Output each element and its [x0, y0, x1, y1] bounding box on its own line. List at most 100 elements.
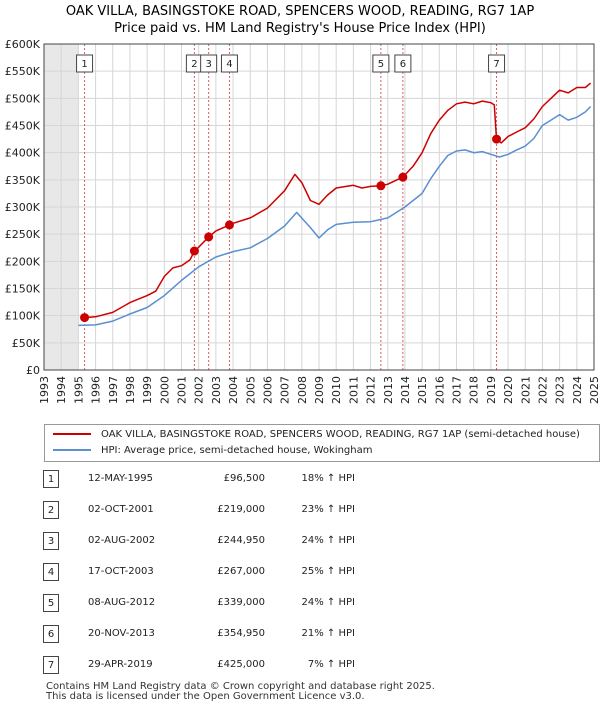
- x-tick-label: 2015: [416, 376, 429, 404]
- x-tick-label: 2024: [571, 376, 584, 404]
- legend-label-hpi: HPI: Average price, semi-detached house,…: [101, 445, 373, 456]
- footer: Contains HM Land Registry data © Crown c…: [46, 682, 435, 702]
- legend-item-property: OAK VILLA, BASINGSTOKE ROAD, SPENCERS WO…: [53, 429, 580, 445]
- sale-hpi: 24% ↑ HPI: [301, 535, 355, 546]
- footer-licence: This data is licensed under the Open Gov…: [46, 691, 365, 702]
- sale-hpi: 25% ↑ HPI: [301, 566, 355, 577]
- sale-price: £354,950: [217, 628, 265, 639]
- y-tick-label: £450K: [5, 120, 41, 133]
- x-tick-label: 2016: [433, 376, 446, 404]
- x-tick-label: 2023: [554, 376, 567, 404]
- x-tick-label: 2007: [279, 376, 292, 404]
- x-tick-label: 2020: [502, 376, 515, 404]
- x-tick-label: 2021: [519, 376, 532, 404]
- y-tick-label: £300K: [5, 201, 41, 214]
- sale-number: 3: [43, 532, 59, 550]
- sale-event-box: [200, 54, 218, 73]
- sale-event-box: [488, 54, 506, 73]
- legend-swatch-property: [53, 433, 91, 435]
- y-tick-label: £350K: [5, 174, 41, 187]
- sale-price: £219,000: [217, 504, 265, 515]
- x-tick-label: 1998: [124, 376, 137, 404]
- x-tick-label: 1999: [141, 376, 154, 404]
- y-tick-label: £600K: [5, 38, 41, 51]
- x-tick-label: 2018: [468, 376, 481, 404]
- sale-hpi: 24% ↑ HPI: [301, 597, 355, 608]
- x-tick-label: 1994: [55, 376, 68, 404]
- x-tick-label: 2004: [227, 376, 240, 404]
- x-tick-label: 2013: [382, 376, 395, 404]
- y-tick-label: £550K: [5, 65, 41, 78]
- x-tick-label: 2012: [365, 376, 378, 404]
- x-tick-label: 1993: [38, 376, 51, 404]
- chart-subtitle: Price paid vs. HM Land Registry's House …: [114, 21, 486, 36]
- sale-point: [80, 313, 90, 323]
- x-tick-label: 2003: [210, 376, 223, 404]
- y-tick-label: £500K: [5, 92, 41, 105]
- property-price-line: [84, 82, 592, 319]
- sale-point: [224, 220, 234, 230]
- y-tick-label: £250K: [5, 228, 41, 241]
- x-tick-label: 2009: [313, 376, 326, 404]
- x-tick-label: 2000: [158, 376, 171, 404]
- table-row: 5 08-AUG-2012 £339,000 24% ↑ HPI: [0, 592, 600, 616]
- price-chart: OAK VILLA, BASINGSTOKE ROAD, SPENCERS WO…: [5, 4, 600, 404]
- sale-point: [376, 181, 386, 191]
- legend-label-property: OAK VILLA, BASINGSTOKE ROAD, SPENCERS WO…: [101, 429, 580, 440]
- sale-date: 29-APR-2019: [88, 659, 153, 670]
- chart-title: OAK VILLA, BASINGSTOKE ROAD, SPENCERS WO…: [66, 4, 534, 19]
- sale-date: 02-AUG-2002: [88, 535, 156, 546]
- x-tick-label: 2006: [261, 376, 274, 404]
- sale-hpi: 7% ↑ HPI: [307, 659, 355, 670]
- sale-hpi: 23% ↑ HPI: [301, 504, 355, 515]
- x-tick-label: 2025: [588, 376, 600, 404]
- legend: OAK VILLA, BASINGSTOKE ROAD, SPENCERS WO…: [44, 424, 600, 462]
- sale-number: 7: [43, 656, 59, 674]
- y-tick-label: £200K: [5, 255, 41, 268]
- sale-date: 12-MAY-1995: [88, 473, 154, 484]
- sale-price: £425,000: [217, 659, 265, 670]
- sale-price: £244,950: [217, 535, 265, 546]
- sale-event-box: [394, 54, 412, 73]
- sale-date: 08-AUG-2012: [88, 597, 156, 608]
- sale-number: 1: [43, 470, 59, 488]
- table-row: 2 02-OCT-2001 £219,000 23% ↑ HPI: [0, 499, 600, 523]
- x-tick-label: 2022: [536, 376, 549, 404]
- x-tick-label: 2001: [176, 376, 189, 404]
- sale-event-number: 3: [205, 59, 211, 70]
- sale-hpi: 18% ↑ HPI: [301, 473, 355, 484]
- sale-event-box: [220, 54, 238, 73]
- x-tick-label: 1996: [90, 376, 103, 404]
- sale-date: 02-OCT-2001: [88, 504, 154, 515]
- legend-swatch-hpi: [53, 449, 91, 451]
- sale-point: [492, 134, 502, 144]
- sale-point: [204, 232, 214, 242]
- legend-item-hpi: HPI: Average price, semi-detached house,…: [53, 445, 372, 461]
- sale-price: £96,500: [223, 473, 265, 484]
- sale-date: 20-NOV-2013: [88, 628, 155, 639]
- x-tick-label: 2014: [399, 376, 412, 404]
- sale-event-number: 2: [191, 59, 197, 70]
- sale-number: 6: [43, 625, 59, 643]
- y-tick-label: £400K: [5, 147, 41, 160]
- sale-event-number: 1: [81, 59, 87, 70]
- sale-event-number: 4: [226, 59, 232, 70]
- sale-point: [398, 172, 408, 182]
- sale-number: 5: [43, 594, 59, 612]
- sale-event-number: 7: [493, 59, 499, 70]
- plot-frame: [43, 43, 595, 371]
- table-row: 4 17-OCT-2003 £267,000 25% ↑ HPI: [0, 561, 600, 585]
- footer-copyright: Contains HM Land Registry data © Crown c…: [46, 681, 435, 692]
- sale-hpi: 21% ↑ HPI: [301, 628, 355, 639]
- sale-price: £267,000: [217, 566, 265, 577]
- sale-date: 17-OCT-2003: [88, 566, 154, 577]
- hpi-line: [78, 105, 592, 327]
- sale-event-number: 6: [400, 59, 406, 70]
- sale-point: [189, 246, 199, 256]
- x-tick-label: 2011: [347, 376, 360, 404]
- x-tick-label: 1995: [72, 376, 85, 404]
- x-tick-label: 2008: [296, 376, 309, 404]
- table-row: 7 29-APR-2019 £425,000 7% ↑ HPI: [0, 654, 600, 678]
- sale-price: £339,000: [217, 597, 265, 608]
- y-tick-label: £100K: [5, 310, 41, 323]
